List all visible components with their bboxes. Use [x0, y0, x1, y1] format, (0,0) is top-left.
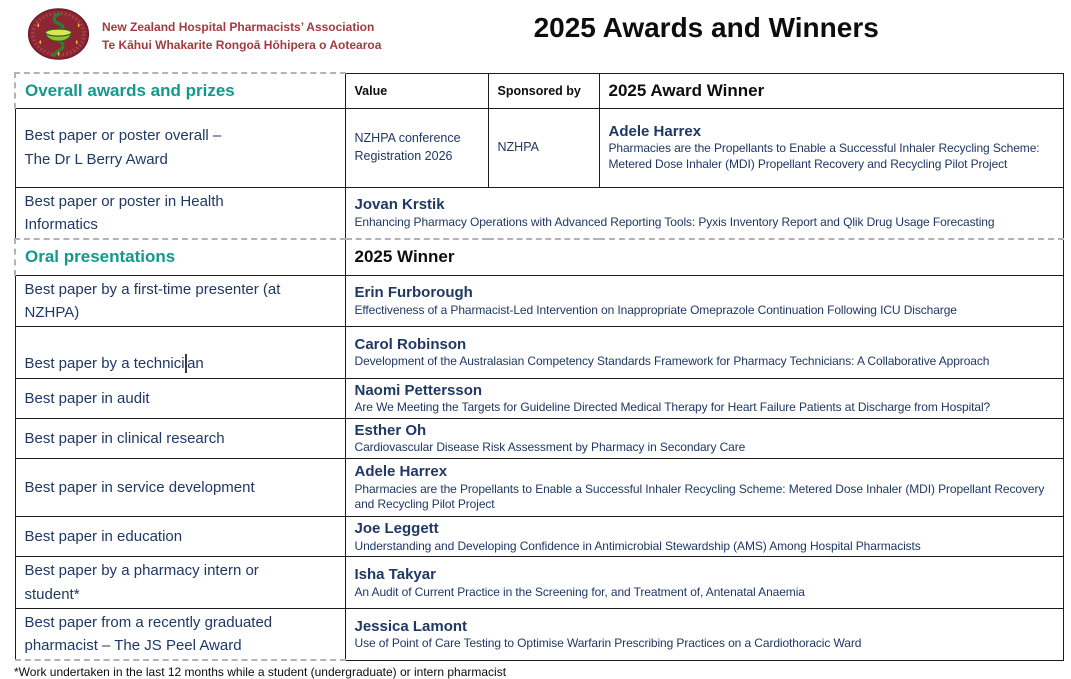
- award-label[interactable]: Best paper by a first-time presenter (at…: [14, 274, 346, 327]
- winner-paper-title: Pharmacies are the Propellants to Enable…: [608, 141, 1040, 172]
- winner-paper-title: Understanding and Developing Confidence …: [354, 538, 921, 553]
- table-row: Best paper in education Joe Leggett Unde…: [14, 516, 1064, 558]
- org-name-line1: New Zealand Hospital Pharmacists’ Associ…: [102, 20, 375, 34]
- oral-header-row: Oral presentations 2025 Winner: [14, 238, 1064, 276]
- winner-name: Adele Harrex: [354, 463, 448, 481]
- award-label[interactable]: Best paper by a pharmacy intern or stude…: [14, 556, 346, 609]
- table-row: Best paper in service development Adele …: [14, 458, 1064, 518]
- winner-paper-title: Cardiovascular Disease Risk Assessment b…: [354, 440, 746, 455]
- award-winner-cell[interactable]: Carol Robinson Development of the Austra…: [344, 326, 1064, 379]
- winner-paper-title: An Audit of Current Practice in the Scre…: [354, 584, 805, 599]
- winner-paper-title: Are We Meeting the Targets for Guideline…: [354, 400, 991, 414]
- award-winner-cell[interactable]: Naomi Pettersson Are We Meeting the Targ…: [344, 377, 1064, 419]
- award-label[interactable]: Best paper from a recently graduated pha…: [14, 607, 346, 662]
- table-row: Best paper in clinical research Esther O…: [14, 417, 1064, 460]
- award-winner-cell[interactable]: Isha Takyar An Audit of Current Practice…: [344, 556, 1064, 609]
- award-label[interactable]: Best paper in education: [14, 516, 346, 558]
- page-header: New Zealand Hospital Pharmacists’ Associ…: [0, 0, 1071, 72]
- award-label[interactable]: Best paper by a technici an: [14, 326, 346, 379]
- page-title: 2025 Awards and Winners: [533, 12, 879, 43]
- table-row: Best paper or poster in Health Informati…: [14, 186, 1064, 240]
- award-winner-cell[interactable]: Esther Oh Cardiovascular Disease Risk As…: [344, 417, 1064, 460]
- award-label-text: Best paper by a technici: [24, 355, 185, 373]
- awards-table: Overall awards and prizes Value Sponsore…: [14, 72, 1064, 662]
- winner-name: Carol Robinson: [354, 335, 467, 353]
- winner-paper-title: Effectiveness of a Pharmacist-Led Interv…: [354, 302, 957, 317]
- column-header-sponsored-by[interactable]: Sponsored by: [487, 72, 600, 109]
- winner-name: Jovan Krstik: [354, 196, 445, 214]
- winner-paper-title: Pharmacies are the Propellants to Enable…: [354, 481, 1045, 512]
- winner-name: Isha Takyar: [354, 566, 436, 584]
- award-winner-cell[interactable]: Adele Harrex Pharmacies are the Propella…: [598, 107, 1064, 188]
- award-value[interactable]: NZHPA conference Registration 2026: [344, 107, 489, 188]
- winner-paper-title: Development of the Australasian Competen…: [354, 354, 990, 369]
- award-winner-cell[interactable]: Jovan Krstik Enhancing Pharmacy Operatio…: [344, 186, 1064, 240]
- award-label[interactable]: Best paper in service development: [14, 458, 346, 518]
- table-row: Best paper from a recently graduated pha…: [14, 607, 1064, 662]
- table-row: Best paper or poster overall – The Dr L …: [14, 107, 1064, 188]
- award-sponsor[interactable]: NZHPA: [487, 107, 600, 188]
- award-label[interactable]: Best paper in clinical research: [14, 417, 346, 460]
- winner-paper-title: Use of Point of Care Testing to Optimise…: [354, 636, 862, 651]
- table-row: Best paper by a technici an Carol Robinso…: [14, 326, 1064, 379]
- section-heading-overall[interactable]: Overall awards and prizes: [14, 72, 346, 109]
- award-winner-cell[interactable]: Joe Leggett Understanding and Developing…: [344, 516, 1064, 558]
- award-winner-cell[interactable]: Erin Furborough Effectiveness of a Pharm…: [344, 274, 1064, 327]
- column-header-award-winner[interactable]: 2025 Award Winner: [598, 72, 1064, 109]
- org-name-line2: Te Kāhui Whakarite Rongoā Hōhipera o Aot…: [102, 38, 382, 52]
- award-label[interactable]: Best paper or poster overall – The Dr L …: [14, 107, 346, 188]
- award-label[interactable]: Best paper or poster in Health Informati…: [14, 186, 346, 240]
- winner-name: Erin Furborough: [354, 284, 473, 302]
- table-row: Best paper by a first-time presenter (at…: [14, 274, 1064, 327]
- award-label[interactable]: Best paper in audit: [14, 377, 346, 419]
- footnote: *Work undertaken in the last 12 months w…: [14, 665, 507, 679]
- overall-header-row: Overall awards and prizes Value Sponsore…: [14, 72, 1064, 109]
- column-header-value[interactable]: Value: [344, 72, 489, 109]
- column-header-winner[interactable]: 2025 Winner: [344, 238, 1064, 276]
- award-winner-cell[interactable]: Adele Harrex Pharmacies are the Propella…: [344, 458, 1064, 518]
- winner-name: Adele Harrex: [608, 122, 702, 140]
- winner-name: Esther Oh: [354, 421, 427, 439]
- org-name: New Zealand Hospital Pharmacists’ Associ…: [102, 18, 381, 54]
- winner-name: Jessica Lamont: [354, 617, 468, 635]
- nzhpa-crest-logo: [27, 8, 90, 60]
- table-row: Best paper in audit Naomi Pettersson Are…: [14, 377, 1064, 419]
- winner-name: Joe Leggett: [354, 520, 439, 538]
- award-label-text: an: [187, 355, 204, 373]
- award-winner-cell[interactable]: Jessica Lamont Use of Point of Care Test…: [344, 607, 1064, 661]
- section-heading-oral[interactable]: Oral presentations: [14, 238, 346, 276]
- text-cursor: [185, 353, 187, 373]
- table-row: Best paper by a pharmacy intern or stude…: [14, 556, 1064, 609]
- winner-name: Naomi Pettersson: [354, 381, 483, 399]
- winner-paper-title: Enhancing Pharmacy Operations with Advan…: [354, 214, 995, 229]
